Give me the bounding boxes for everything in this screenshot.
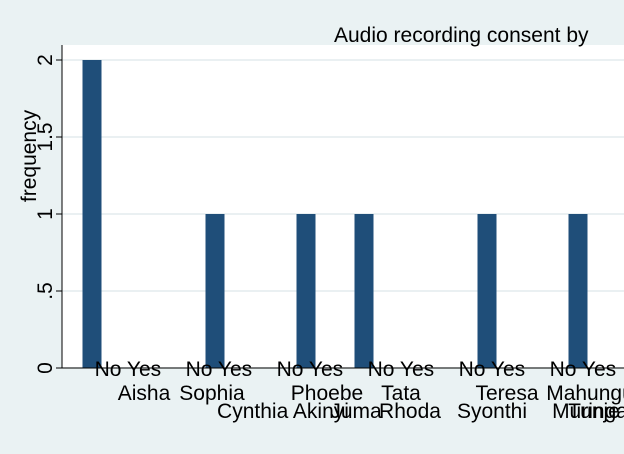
bars bbox=[82, 60, 588, 368]
y-axis-label: frequency bbox=[18, 109, 41, 202]
y-tick-label: 0 bbox=[34, 362, 57, 374]
x-category-label: No bbox=[186, 358, 213, 381]
bar bbox=[296, 214, 316, 368]
x-group-label: Juma bbox=[330, 400, 382, 423]
x-group-label: Aisha bbox=[118, 382, 171, 405]
bar bbox=[205, 214, 225, 368]
x-group-label: Teresa bbox=[475, 382, 538, 405]
x-group-label: Tata bbox=[381, 382, 421, 405]
x-group-label: Rhoda bbox=[379, 400, 441, 423]
x-category-label: Yes bbox=[218, 358, 252, 381]
x-category-label: Yes bbox=[491, 358, 525, 381]
x-category-label: Yes bbox=[582, 358, 616, 381]
plot-area bbox=[62, 45, 624, 368]
bar bbox=[82, 60, 102, 368]
x-category-label: No bbox=[368, 358, 395, 381]
x-group-label: Tunje bbox=[568, 400, 620, 423]
x-category-label: Yes bbox=[309, 358, 343, 381]
x-group-label: Syonthi bbox=[457, 400, 527, 423]
y-tick-label: 2 bbox=[34, 54, 57, 66]
bar bbox=[568, 214, 588, 368]
x-group-label: Muringa bbox=[552, 400, 624, 423]
x-category-label: No bbox=[277, 358, 304, 381]
y-tick-label: 1.5 bbox=[34, 122, 57, 151]
x-group-label: Cynthia Akinyi bbox=[217, 400, 349, 423]
bar bbox=[477, 214, 497, 368]
x-category-labels: No Yes No Yes No Yes No Yes No Yes No Yes bbox=[95, 358, 617, 381]
y-ticks: 0 .5 1 1.5 2 bbox=[34, 54, 62, 374]
x-group-label: Phoebe bbox=[291, 382, 363, 405]
x-category-label: Yes bbox=[127, 358, 161, 381]
y-tick-label: .5 bbox=[34, 282, 57, 300]
x-category-label: Yes bbox=[400, 358, 434, 381]
x-category-label: No bbox=[550, 358, 577, 381]
y-tick-label: 1 bbox=[34, 208, 57, 220]
x-category-label: No bbox=[459, 358, 486, 381]
x-group-label: Sophia bbox=[179, 382, 245, 405]
bar bbox=[354, 214, 374, 368]
x-category-label: No bbox=[95, 358, 122, 381]
x-group-label: Mahungu bbox=[546, 382, 624, 405]
chart-title: Audio recording consent by bbox=[334, 24, 589, 47]
